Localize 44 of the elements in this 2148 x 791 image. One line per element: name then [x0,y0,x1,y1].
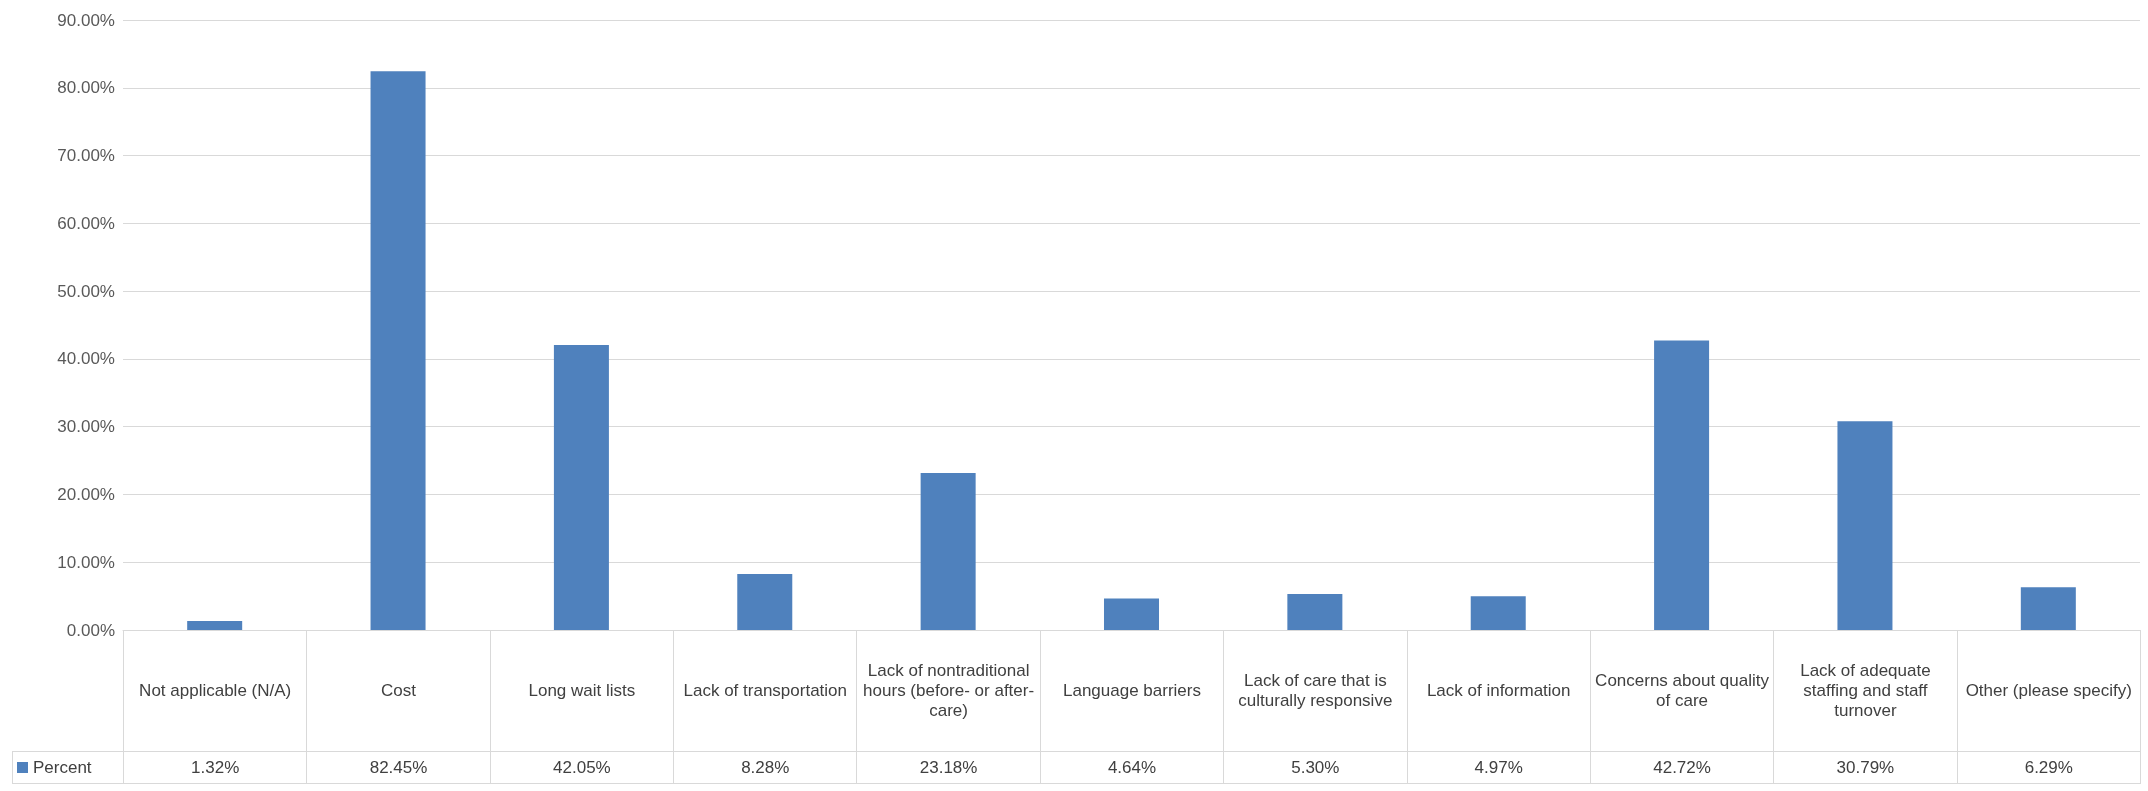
x-tick-label: Lack of adequate staffing and staff turnover [1773,630,1958,752]
data-label: 42.05% [490,751,674,784]
x-tick-label: Long wait lists [490,630,674,752]
data-label: 8.28% [673,751,857,784]
data-label: 1.32% [123,751,307,784]
bar [1287,594,1343,630]
y-tick-label: 30.00% [57,417,115,437]
x-tick-label: Concerns about quality of care [1590,630,1774,752]
legend-label: Percent [12,751,124,784]
bar [187,621,243,630]
data-label: 6.29% [1957,751,2141,784]
bar [553,344,609,630]
y-tick-label: 70.00% [57,146,115,166]
bar [920,472,976,630]
bar [1104,598,1159,630]
data-label: 82.45% [306,751,491,784]
data-label: 23.18% [856,751,1041,784]
data-label: 5.30% [1223,751,1408,784]
x-tick-label: Lack of transportation [673,630,857,752]
x-tick-label: Lack of care that is culturally responsive [1223,630,1408,752]
x-tick-label: Lack of nontraditional hours (before- or after-care) [856,630,1041,752]
x-tick-label: Cost [306,630,491,752]
y-tick-label: 90.00% [57,10,115,30]
y-tick-label: 0.00% [66,620,115,640]
y-tick-label: 10.00% [57,552,115,572]
y-tick-label: 40.00% [57,349,115,369]
data-label: 42.72% [1590,751,1774,784]
x-tick-label: Language barriers [1040,630,1224,752]
bar [370,71,426,630]
bar [737,573,793,630]
y-tick-label: 20.00% [57,484,115,504]
x-tick-label: Not applicable (N/A) [123,630,307,752]
x-tick-label: Other (please specify) [1957,630,2141,752]
x-tick-label: Lack of information [1407,630,1591,752]
data-label: 30.79% [1773,751,1958,784]
data-label: 4.97% [1407,751,1591,784]
bar [1654,340,1710,630]
y-tick-label: 60.00% [57,213,115,233]
y-tick-label: 80.00% [57,78,115,98]
data-label: 4.64% [1040,751,1224,784]
bar [1470,596,1526,630]
bar [2020,587,2076,630]
y-tick-label: 50.00% [57,281,115,301]
bar [1837,421,1893,630]
